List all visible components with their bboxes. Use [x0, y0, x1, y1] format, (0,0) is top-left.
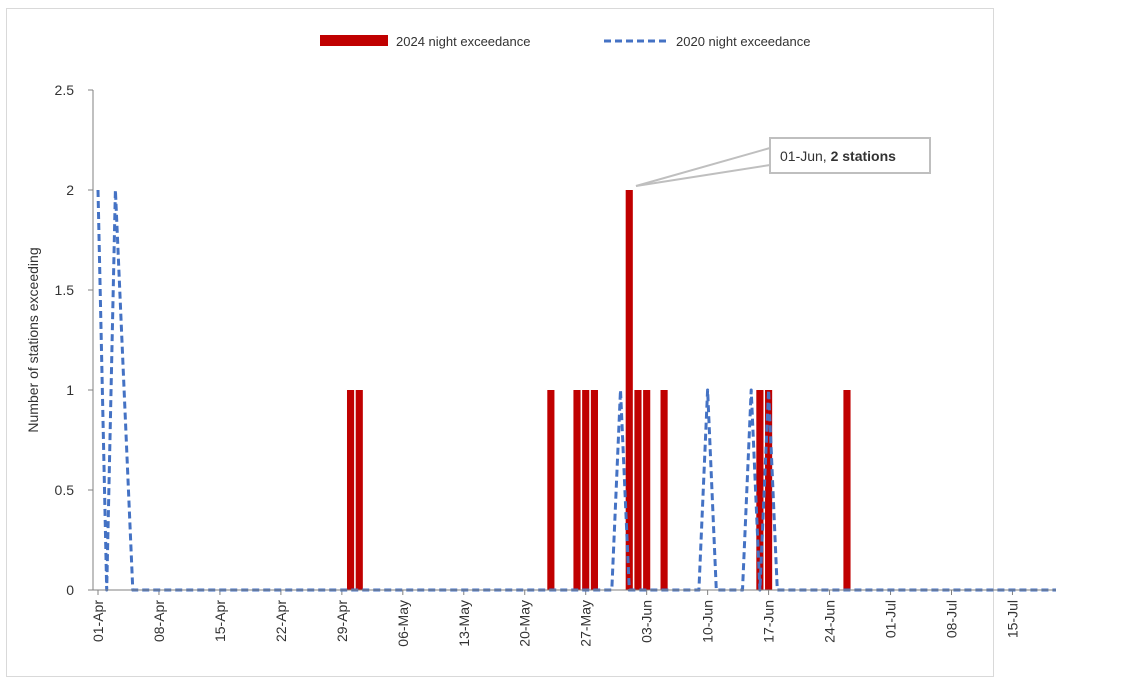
bar-2024: [590, 390, 598, 590]
y-tick-label: 1.5: [55, 282, 75, 298]
x-tick-label: 17-Jun: [761, 600, 777, 643]
x-tick-label: 08-Jul: [943, 600, 959, 638]
y-tick-label: 2: [66, 182, 74, 198]
x-axis-ticks: 01-Apr 08-Apr 15-Apr 22-Apr 29-Apr 06-May 13-M…: [90, 590, 1020, 647]
x-tick-label: 01-Jul: [883, 600, 899, 638]
chart-frame: [6, 8, 994, 677]
bar-2024: [346, 390, 355, 590]
bar-2024: [643, 390, 651, 590]
x-tick-label: 03-Jun: [639, 600, 655, 643]
bar-2024: [634, 390, 642, 590]
y-tick-label: 0.5: [55, 482, 75, 498]
annotation-box: [769, 137, 931, 174]
x-tick-label: 10-Jun: [700, 600, 716, 643]
bar-2024: [582, 390, 590, 590]
annotation-bold: 2 stations: [831, 148, 897, 164]
x-tick-label: 01-Apr: [90, 600, 106, 642]
x-tick-label: 13-May: [456, 600, 472, 647]
bar-2024: [660, 390, 668, 590]
bar-2024: [573, 390, 581, 590]
y-tick-label: 1: [66, 382, 74, 398]
annotation-text: 01-Jun, 2 stations: [780, 148, 896, 164]
bar-2024: [765, 390, 773, 590]
line-2020: [96, 188, 1056, 592]
annotation-prefix: 01-Jun,: [780, 148, 831, 164]
x-tick-label: 20-May: [517, 600, 533, 647]
x-tick-label: 06-May: [395, 600, 411, 647]
legend-swatch-2024: [320, 35, 388, 46]
bar-series-2024: [346, 190, 851, 590]
y-axis-title: Number of stations exceeding: [25, 247, 41, 432]
x-tick-label: 15-Apr: [212, 600, 228, 642]
line-series-2020: [96, 188, 1056, 592]
legend: 2024 night exceedance 2020 night exceeda…: [320, 34, 810, 49]
bar-2024: [355, 390, 363, 590]
y-tick-label: 2.5: [55, 82, 75, 98]
x-tick-label: 24-Jun: [822, 600, 838, 643]
x-tick-label: 22-Apr: [273, 600, 289, 642]
bar-2024: [843, 390, 851, 590]
bar-2024: [547, 390, 555, 590]
annotation-leader-2: [635, 164, 771, 187]
x-tick-label: 29-Apr: [334, 600, 350, 642]
x-tick-label: 08-Apr: [151, 600, 167, 642]
x-tick-label: 15-Jul: [1004, 600, 1020, 638]
legend-label-2024: 2024 night exceedance: [396, 34, 530, 49]
bar-2024: [756, 390, 764, 590]
x-tick-label: 27-May: [578, 600, 594, 647]
legend-label-2020: 2020 night exceedance: [676, 34, 810, 49]
y-axis-ticks: 0 0.5 1 1.5 2 2.5: [55, 82, 93, 598]
y-tick-label: 0: [66, 582, 74, 598]
peak-annotation: 01-Jun, 2 stations: [635, 137, 931, 187]
annotation-leader-1: [635, 147, 771, 187]
bar-2024: [625, 190, 633, 590]
